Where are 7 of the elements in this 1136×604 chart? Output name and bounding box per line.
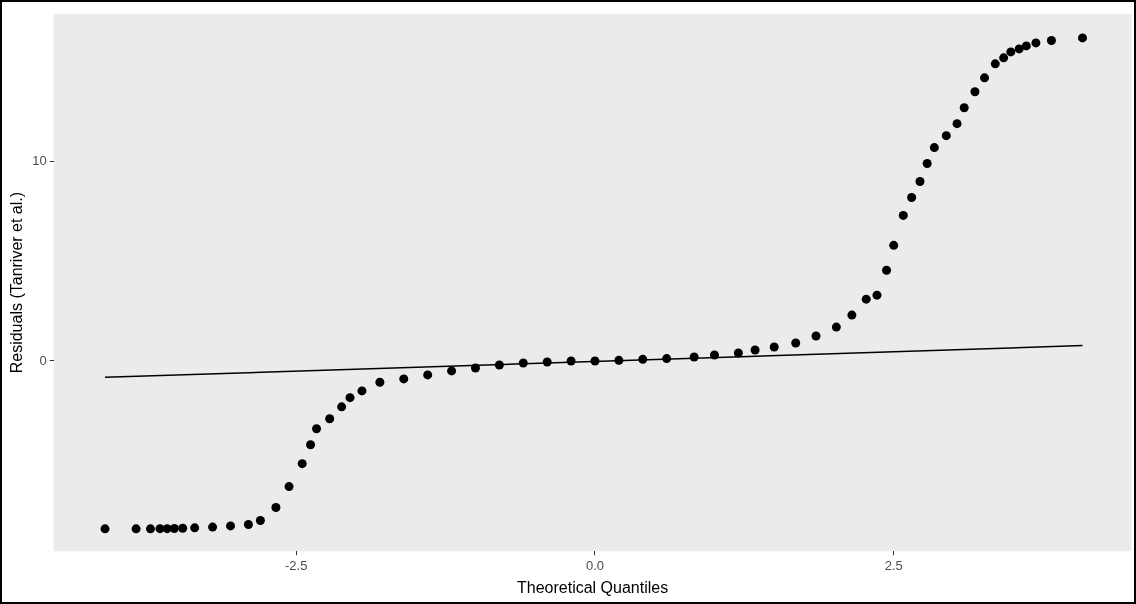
y-tick-label: 0: [39, 352, 47, 368]
x-axis-title: Theoretical Quantiles: [516, 578, 669, 596]
x-tick-label: 0.0: [585, 557, 605, 573]
y-tick-label: 10: [32, 153, 47, 169]
y-axis-title: Residuals (Tanriver et al.): [8, 191, 26, 374]
x-tick-label: -2.5: [285, 557, 308, 573]
x-tick-label: 2.5: [884, 557, 903, 573]
